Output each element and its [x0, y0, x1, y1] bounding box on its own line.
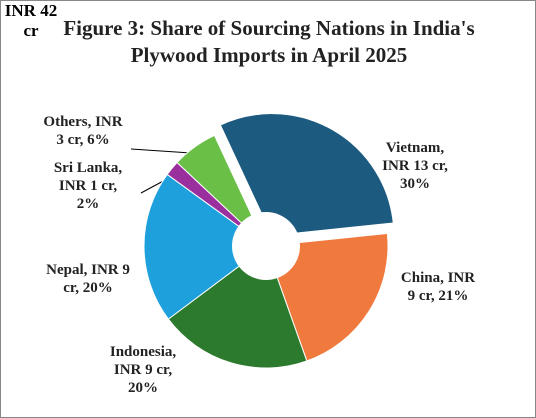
data-label: Nepal, INR 9 cr, 20% [46, 262, 130, 296]
data-label: Indonesia, INR 9 cr, 20% [109, 344, 177, 396]
pie-slice [265, 232, 389, 362]
donut-hole [232, 212, 300, 280]
chart-title: Figure 3: Share of Sourcing Nations in I… [63, 16, 475, 67]
pie-slice [176, 134, 267, 247]
pie-slice [143, 173, 267, 320]
data-label: Others, INR 3 cr, 6% [43, 114, 123, 148]
data-label: China, INR 9 cr, 21% [400, 270, 476, 304]
center-label: INR 42 cr [4, 1, 58, 40]
data-label: Sri Lanka, INR 1 cr, 2% [53, 160, 123, 212]
data-label: Vietnam, INR 13 cr, 30% [382, 140, 448, 192]
leader-line [130, 148, 192, 154]
pie-slice [219, 113, 394, 237]
